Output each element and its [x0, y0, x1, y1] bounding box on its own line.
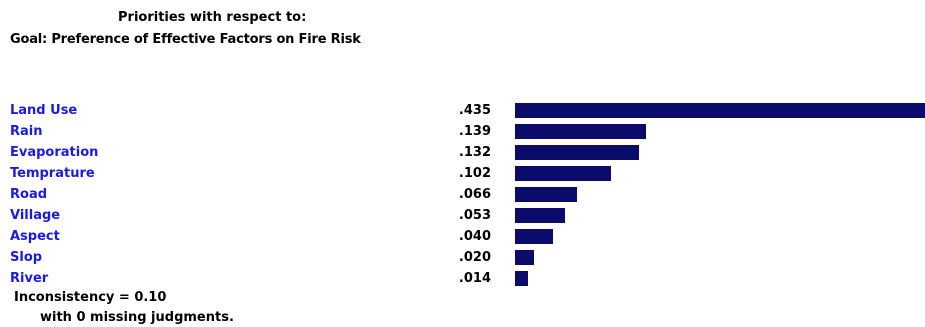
value-label: .102 — [458, 166, 491, 181]
chart-title-line2: Goal: Preference of Effective Factors on… — [10, 32, 361, 47]
category-label: Land Use — [10, 103, 78, 118]
chart-row: Aspect .040 — [0, 226, 925, 247]
value-label: .139 — [458, 124, 491, 139]
category-label: River — [10, 271, 49, 286]
bar — [515, 166, 611, 181]
chart-row: Temprature .102 — [0, 163, 925, 184]
value-label: .132 — [458, 145, 491, 160]
category-label: Village — [10, 208, 61, 223]
bar — [515, 187, 577, 202]
category-label: Slop — [10, 250, 43, 265]
bar — [515, 145, 639, 160]
chart-row: Land Use .435 — [0, 100, 925, 121]
category-label: Road — [10, 187, 48, 202]
value-label: .020 — [458, 250, 491, 265]
category-label: Rain — [10, 124, 43, 139]
inconsistency-text: Inconsistency = 0.10 — [14, 290, 167, 305]
chart-row: Road .066 — [0, 184, 925, 205]
category-label: Temprature — [10, 166, 95, 181]
chart-row: River .014 — [0, 268, 925, 289]
missing-judgments-text: with 0 missing judgments. — [40, 310, 234, 325]
bar — [515, 208, 565, 223]
category-label: Evaporation — [10, 145, 99, 160]
bar — [515, 250, 534, 265]
chart-row: Evaporation .132 — [0, 142, 925, 163]
bar — [515, 124, 646, 139]
chart-row: Village .053 — [0, 205, 925, 226]
value-label: .066 — [458, 187, 491, 202]
category-label: Aspect — [10, 229, 60, 244]
value-label: .435 — [458, 103, 491, 118]
value-label: .040 — [458, 229, 491, 244]
value-label: .014 — [458, 271, 491, 286]
chart-title-line1: Priorities with respect to: — [118, 10, 307, 25]
bar — [515, 103, 925, 118]
bar — [515, 271, 528, 286]
chart-row: Rain .139 — [0, 121, 925, 142]
chart-row: Slop .020 — [0, 247, 925, 268]
bar — [515, 229, 553, 244]
value-label: .053 — [458, 208, 491, 223]
